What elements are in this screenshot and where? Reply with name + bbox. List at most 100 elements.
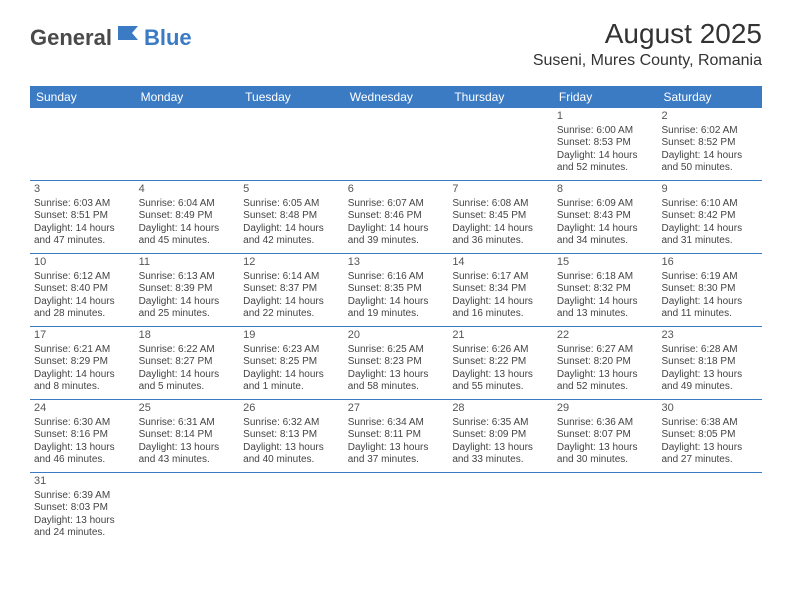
day-header-sun: Sunday: [30, 86, 135, 108]
week-row: 1Sunrise: 6:00 AMSunset: 8:53 PMDaylight…: [30, 108, 762, 181]
sunset-line: Sunset: 8:48 PM: [243, 210, 340, 223]
day-number: 16: [661, 256, 758, 270]
sunset-line: Sunset: 8:39 PM: [139, 283, 236, 296]
day-number: 2: [661, 110, 758, 124]
sunrise-line: Sunrise: 6:27 AM: [557, 344, 654, 357]
day-number: 11: [139, 256, 236, 270]
daylight-line: Daylight: 14 hours and 1 minute.: [243, 369, 340, 394]
sunrise-line: Sunrise: 6:39 AM: [34, 490, 131, 503]
day-cell: 12Sunrise: 6:14 AMSunset: 8:37 PMDayligh…: [239, 254, 344, 326]
week-row: 10Sunrise: 6:12 AMSunset: 8:40 PMDayligh…: [30, 254, 762, 327]
empty-cell: [657, 473, 762, 545]
daylight-line: Daylight: 13 hours and 30 minutes.: [557, 442, 654, 467]
sunrise-line: Sunrise: 6:23 AM: [243, 344, 340, 357]
daylight-line: Daylight: 14 hours and 39 minutes.: [348, 223, 445, 248]
sunset-line: Sunset: 8:30 PM: [661, 283, 758, 296]
sunset-line: Sunset: 8:52 PM: [661, 137, 758, 150]
sunset-line: Sunset: 8:18 PM: [661, 356, 758, 369]
day-number: 21: [452, 329, 549, 343]
empty-cell: [448, 108, 553, 180]
day-cell: 7Sunrise: 6:08 AMSunset: 8:45 PMDaylight…: [448, 181, 553, 253]
day-cell: 8Sunrise: 6:09 AMSunset: 8:43 PMDaylight…: [553, 181, 658, 253]
daylight-line: Daylight: 14 hours and 11 minutes.: [661, 296, 758, 321]
daylight-line: Daylight: 13 hours and 52 minutes.: [557, 369, 654, 394]
sunrise-line: Sunrise: 6:09 AM: [557, 198, 654, 211]
daylight-line: Daylight: 14 hours and 45 minutes.: [139, 223, 236, 248]
sunset-line: Sunset: 8:27 PM: [139, 356, 236, 369]
empty-cell: [135, 473, 240, 545]
day-header-row: Sunday Monday Tuesday Wednesday Thursday…: [30, 86, 762, 108]
day-cell: 4Sunrise: 6:04 AMSunset: 8:49 PMDaylight…: [135, 181, 240, 253]
sunrise-line: Sunrise: 6:35 AM: [452, 417, 549, 430]
day-number: 3: [34, 183, 131, 197]
day-cell: 23Sunrise: 6:28 AMSunset: 8:18 PMDayligh…: [657, 327, 762, 399]
header: General Blue August 2025 Suseni, Mures C…: [0, 0, 792, 78]
day-header-tue: Tuesday: [239, 86, 344, 108]
sunrise-line: Sunrise: 6:19 AM: [661, 271, 758, 284]
sunrise-line: Sunrise: 6:32 AM: [243, 417, 340, 430]
daylight-line: Daylight: 14 hours and 16 minutes.: [452, 296, 549, 321]
sunrise-line: Sunrise: 6:30 AM: [34, 417, 131, 430]
day-cell: 31Sunrise: 6:39 AMSunset: 8:03 PMDayligh…: [30, 473, 135, 545]
empty-cell: [135, 108, 240, 180]
day-number: 9: [661, 183, 758, 197]
sunrise-line: Sunrise: 6:36 AM: [557, 417, 654, 430]
daylight-line: Daylight: 14 hours and 36 minutes.: [452, 223, 549, 248]
daylight-line: Daylight: 14 hours and 52 minutes.: [557, 150, 654, 175]
empty-cell: [344, 108, 449, 180]
daylight-line: Daylight: 14 hours and 13 minutes.: [557, 296, 654, 321]
sunset-line: Sunset: 8:42 PM: [661, 210, 758, 223]
day-number: 6: [348, 183, 445, 197]
sunset-line: Sunset: 8:53 PM: [557, 137, 654, 150]
day-header-sat: Saturday: [657, 86, 762, 108]
daylight-line: Daylight: 13 hours and 58 minutes.: [348, 369, 445, 394]
week-row: 17Sunrise: 6:21 AMSunset: 8:29 PMDayligh…: [30, 327, 762, 400]
day-cell: 30Sunrise: 6:38 AMSunset: 8:05 PMDayligh…: [657, 400, 762, 472]
day-cell: 6Sunrise: 6:07 AMSunset: 8:46 PMDaylight…: [344, 181, 449, 253]
week-row: 24Sunrise: 6:30 AMSunset: 8:16 PMDayligh…: [30, 400, 762, 473]
day-number: 26: [243, 402, 340, 416]
sunrise-line: Sunrise: 6:12 AM: [34, 271, 131, 284]
sunset-line: Sunset: 8:03 PM: [34, 502, 131, 515]
calendar: Sunday Monday Tuesday Wednesday Thursday…: [30, 86, 762, 545]
day-cell: 24Sunrise: 6:30 AMSunset: 8:16 PMDayligh…: [30, 400, 135, 472]
day-number: 24: [34, 402, 131, 416]
sunset-line: Sunset: 8:09 PM: [452, 429, 549, 442]
sunrise-line: Sunrise: 6:03 AM: [34, 198, 131, 211]
sunset-line: Sunset: 8:43 PM: [557, 210, 654, 223]
daylight-line: Daylight: 14 hours and 31 minutes.: [661, 223, 758, 248]
day-number: 4: [139, 183, 236, 197]
day-number: 12: [243, 256, 340, 270]
daylight-line: Daylight: 14 hours and 28 minutes.: [34, 296, 131, 321]
sunset-line: Sunset: 8:46 PM: [348, 210, 445, 223]
sunrise-line: Sunrise: 6:26 AM: [452, 344, 549, 357]
sunrise-line: Sunrise: 6:07 AM: [348, 198, 445, 211]
day-number: 19: [243, 329, 340, 343]
daylight-line: Daylight: 13 hours and 55 minutes.: [452, 369, 549, 394]
day-number: 29: [557, 402, 654, 416]
daylight-line: Daylight: 13 hours and 33 minutes.: [452, 442, 549, 467]
logo: General Blue: [30, 24, 192, 51]
day-number: 20: [348, 329, 445, 343]
day-cell: 13Sunrise: 6:16 AMSunset: 8:35 PMDayligh…: [344, 254, 449, 326]
sunset-line: Sunset: 8:40 PM: [34, 283, 131, 296]
day-cell: 11Sunrise: 6:13 AMSunset: 8:39 PMDayligh…: [135, 254, 240, 326]
sunrise-line: Sunrise: 6:08 AM: [452, 198, 549, 211]
day-header-fri: Friday: [553, 86, 658, 108]
day-cell: 22Sunrise: 6:27 AMSunset: 8:20 PMDayligh…: [553, 327, 658, 399]
sunset-line: Sunset: 8:05 PM: [661, 429, 758, 442]
daylight-line: Daylight: 13 hours and 40 minutes.: [243, 442, 340, 467]
empty-cell: [239, 108, 344, 180]
daylight-line: Daylight: 13 hours and 46 minutes.: [34, 442, 131, 467]
sunrise-line: Sunrise: 6:21 AM: [34, 344, 131, 357]
sunrise-line: Sunrise: 6:22 AM: [139, 344, 236, 357]
month-title: August 2025: [533, 18, 762, 50]
day-number: 27: [348, 402, 445, 416]
daylight-line: Daylight: 13 hours and 27 minutes.: [661, 442, 758, 467]
day-cell: 21Sunrise: 6:26 AMSunset: 8:22 PMDayligh…: [448, 327, 553, 399]
sunrise-line: Sunrise: 6:04 AM: [139, 198, 236, 211]
day-number: 23: [661, 329, 758, 343]
sunset-line: Sunset: 8:07 PM: [557, 429, 654, 442]
sunset-line: Sunset: 8:49 PM: [139, 210, 236, 223]
sunrise-line: Sunrise: 6:10 AM: [661, 198, 758, 211]
